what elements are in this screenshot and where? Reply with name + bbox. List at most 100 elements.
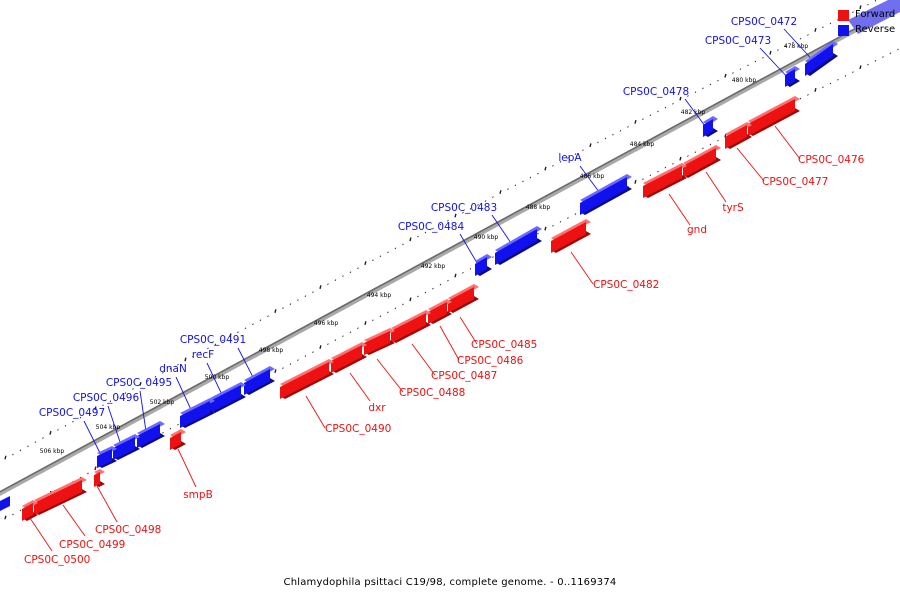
gene-label-cps0c-0487[interactable]: CPS0C_0487 bbox=[431, 370, 497, 382]
leader-dnan bbox=[175, 376, 194, 415]
gene-cps0c-0473[interactable] bbox=[785, 66, 800, 87]
track-tick bbox=[222, 339, 224, 342]
scale-label: 488 kbp bbox=[526, 204, 551, 211]
gene-cps0c-0486[interactable] bbox=[428, 299, 452, 324]
gene-cps0c-0490[interactable] bbox=[280, 359, 334, 399]
gene-label-recf[interactable]: recF bbox=[192, 349, 214, 361]
track-tick bbox=[492, 196, 494, 198]
track-tick bbox=[312, 351, 314, 354]
gene-block-highlight bbox=[113, 434, 140, 448]
gene-cps0c-0487[interactable] bbox=[391, 310, 431, 343]
gene-cps0c-0472[interactable] bbox=[805, 41, 838, 76]
gene-label-cps0c-0491[interactable]: CPS0C_0491 bbox=[180, 334, 246, 346]
gene-cps0c-0497[interactable] bbox=[97, 446, 117, 468]
gene-partial-left[interactable] bbox=[0, 496, 10, 513]
track-tick bbox=[874, 59, 877, 62]
track-tick bbox=[169, 427, 172, 430]
track-tick bbox=[882, 56, 884, 58]
gene-label-cps0c-0499[interactable]: CPS0C_0499 bbox=[59, 539, 125, 551]
gene-cps0c-0482[interactable] bbox=[551, 219, 591, 253]
gene-tyrs[interactable] bbox=[683, 145, 721, 178]
gene-block-highlight bbox=[137, 421, 165, 436]
gene-label-tyrs[interactable]: tyrS bbox=[722, 202, 744, 214]
gene-gnd[interactable] bbox=[643, 163, 687, 198]
gene-label-cps0c-0498[interactable]: CPS0C_0498 bbox=[95, 524, 161, 536]
gene-label-cps0c-0478[interactable]: CPS0C_0478 bbox=[623, 86, 689, 98]
gene-cps0c-0484[interactable] bbox=[475, 254, 492, 276]
track-tick bbox=[852, 11, 854, 14]
gene-label-cps0c-0497[interactable]: CPS0C_0497 bbox=[39, 407, 105, 419]
track-tick bbox=[327, 343, 329, 346]
gene-label-cps0c-0484[interactable]: CPS0C_0484 bbox=[398, 221, 465, 233]
gene-cps0c-0478[interactable] bbox=[703, 116, 718, 137]
track-tick bbox=[319, 285, 322, 289]
scale-label: 484 kbp bbox=[630, 141, 655, 148]
track-tick bbox=[657, 170, 659, 173]
gene-label-cps0c-0486[interactable]: CPS0C_0486 bbox=[457, 355, 524, 367]
track-tick bbox=[252, 323, 254, 326]
gene-label-smpb[interactable]: smpB bbox=[183, 489, 213, 501]
gene-cps0c-0499[interactable] bbox=[34, 477, 87, 515]
track-tick bbox=[312, 291, 314, 294]
gene-cps0c-0495[interactable] bbox=[137, 421, 165, 448]
gene-label-cps0c-0496[interactable]: CPS0C_0496 bbox=[73, 392, 140, 404]
track-tick bbox=[342, 335, 344, 338]
gene-label-cps0c-0473[interactable]: CPS0C_0473 bbox=[705, 35, 771, 47]
gene-label-gnd[interactable]: gnd bbox=[687, 224, 707, 236]
track-tick bbox=[372, 319, 374, 322]
gene-partial-right[interactable] bbox=[848, 0, 900, 34]
gene-block-highlight bbox=[34, 477, 87, 503]
track-tick bbox=[807, 94, 809, 96]
gene-block-highlight bbox=[428, 299, 452, 312]
gene-cps0c-0485[interactable] bbox=[448, 284, 479, 313]
gene-cps0c-0496[interactable] bbox=[113, 434, 140, 460]
track-tick bbox=[469, 267, 472, 270]
gene-recf[interactable] bbox=[210, 382, 246, 413]
gene-label-cps0c-0483[interactable]: CPS0C_0483 bbox=[431, 202, 497, 214]
gene-label-cps0c-0488[interactable]: CPS0C_0488 bbox=[399, 387, 465, 399]
track-tick bbox=[717, 139, 719, 142]
gene-cps0c-0483[interactable] bbox=[495, 226, 542, 265]
scale-labels: 478 kbp 480 kbp 482 kbp 484 kbp 486 kbp 488 k… bbox=[40, 43, 809, 455]
gene-block-highlight bbox=[364, 328, 395, 343]
track-tick bbox=[237, 331, 239, 334]
gene-smpb[interactable] bbox=[170, 429, 186, 450]
gene-label-cps0c-0485[interactable]: CPS0C_0485 bbox=[471, 339, 537, 351]
gene-cps0c-0477[interactable] bbox=[725, 122, 752, 149]
gene-block-highlight bbox=[748, 96, 800, 124]
gene-label-cps0c-0477[interactable]: CPS0C_0477 bbox=[762, 176, 828, 188]
gene-label-dxr[interactable]: dxr bbox=[368, 402, 386, 414]
track-tick bbox=[529, 176, 532, 179]
gene-cps0c-0498[interactable] bbox=[94, 469, 105, 487]
track-tick bbox=[34, 441, 37, 444]
gene-block-face bbox=[210, 385, 241, 413]
gene-label-cps0c-0500[interactable]: CPS0C_0500 bbox=[24, 554, 90, 566]
gene-dnan[interactable] bbox=[180, 398, 215, 428]
gene-dxr[interactable] bbox=[331, 342, 367, 373]
gene-block-highlight bbox=[551, 219, 591, 241]
gene-block-highlight bbox=[643, 163, 687, 186]
gene-cps0c-0500[interactable] bbox=[22, 500, 38, 521]
genome-backbone bbox=[0, 3, 900, 497]
gene-label-lepa[interactable]: lepA bbox=[558, 152, 582, 164]
gene-block-face bbox=[364, 331, 390, 355]
gene-block-face bbox=[22, 503, 33, 521]
gene-label-cps0c-0490[interactable]: CPS0C_0490 bbox=[325, 423, 391, 435]
leader-cps0c-0482 bbox=[570, 251, 594, 285]
gene-lepa[interactable] bbox=[580, 174, 632, 215]
gene-label-cps0c-0495[interactable]: CPS0C_0495 bbox=[106, 377, 172, 389]
gene-cps0c-0491[interactable] bbox=[244, 366, 275, 395]
gene-label-cps0c-0482[interactable]: CPS0C_0482 bbox=[593, 279, 659, 291]
gene-label-dnan[interactable]: dnaN bbox=[159, 363, 187, 375]
gene-label-cps0c-0472[interactable]: CPS0C_0472 bbox=[731, 16, 797, 28]
leader-cps0c-0490 bbox=[305, 395, 326, 429]
track-tick bbox=[42, 437, 44, 439]
track-tick bbox=[852, 71, 854, 74]
gene-cps0c-0488[interactable] bbox=[364, 328, 395, 355]
track-tick bbox=[889, 52, 892, 55]
gene-label-cps0c-0476[interactable]: CPS0C_0476 bbox=[798, 154, 865, 166]
leader-cps0c-0498 bbox=[96, 485, 118, 523]
track-tick bbox=[342, 275, 344, 278]
gene-cps0c-0476[interactable] bbox=[748, 96, 800, 136]
